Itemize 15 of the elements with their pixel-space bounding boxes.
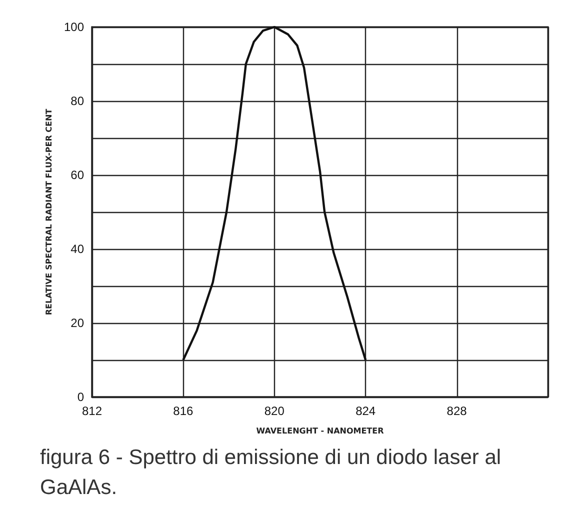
x-tick-label: 812 xyxy=(82,404,102,418)
y-tick-label: 0 xyxy=(77,390,84,404)
y-tick-label: 40 xyxy=(70,242,84,256)
text: figura 6 - Spettro di emissione di un diodo laser al GaAlAs. xyxy=(40,445,502,501)
x-axis-title: WAVELENGHT - NANOMETER xyxy=(256,426,384,436)
y-tick-label: 60 xyxy=(70,168,84,182)
y-tick-label: 80 xyxy=(70,94,84,108)
y-tick-label: 100 xyxy=(64,20,84,34)
line-series xyxy=(182,26,367,362)
x-tick-label: 820 xyxy=(264,404,285,418)
x-tick-label: 816 xyxy=(173,404,194,418)
x-tick-label: 824 xyxy=(356,404,376,418)
y-axis-title: RELATIVE SPECTRAL RADIANT FLUX-PER CENT xyxy=(44,108,54,316)
y-tick-label: 20 xyxy=(70,316,84,330)
x-tick-label: 828 xyxy=(446,404,468,418)
